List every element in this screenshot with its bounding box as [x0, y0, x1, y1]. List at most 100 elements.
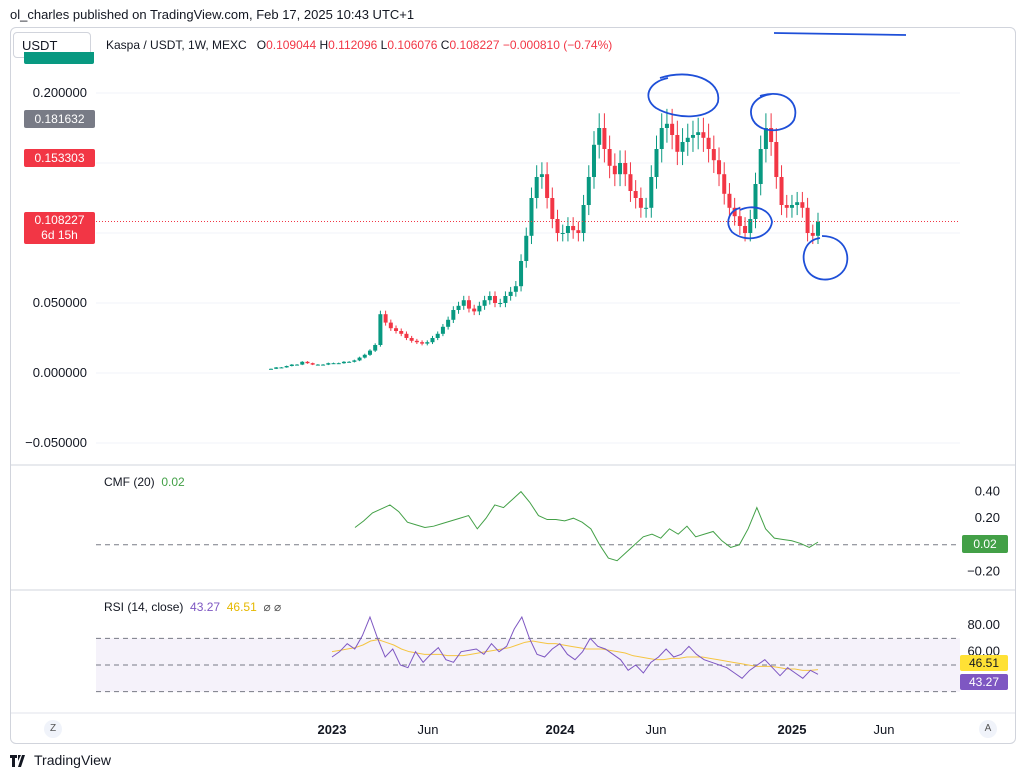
cmf-value: 0.02: [161, 475, 185, 489]
rsi-pane[interactable]: 80.00 60.00: [96, 615, 1000, 693]
candle-body: [586, 177, 591, 205]
time-tick-label: 2023: [318, 722, 347, 737]
last-price-value: 0.108227: [34, 213, 85, 227]
candle-body: [717, 160, 722, 175]
auto-scale-button[interactable]: A: [979, 720, 997, 738]
zoom-reset-button[interactable]: Z: [44, 720, 62, 738]
candle-body: [727, 193, 732, 208]
candle-body: [607, 149, 612, 166]
candle-body: [789, 205, 794, 208]
candle-body: [545, 174, 550, 198]
candle-body: [373, 345, 378, 351]
candle-body: [711, 149, 716, 161]
candle-body: [388, 322, 393, 329]
candle-body: [310, 363, 315, 365]
candle-body: [305, 361, 310, 364]
candle-body: [279, 367, 284, 369]
price-grid: [96, 92, 960, 444]
cmf-badge: 0.02: [962, 535, 1008, 553]
candle-body: [315, 364, 320, 366]
candle-body: [378, 314, 383, 345]
cmf-tick-label: −0.20: [967, 563, 1000, 578]
open-value: 0.109044: [266, 38, 317, 52]
cmf-tick-label: 0.40: [975, 484, 1000, 499]
rsi-ma-badge: 46.51: [960, 655, 1008, 671]
candle-body: [367, 350, 372, 355]
candle-body: [498, 303, 503, 304]
candle-body: [524, 235, 529, 261]
candle-body: [555, 219, 560, 233]
candle-body: [472, 308, 477, 312]
candle-body: [466, 300, 471, 309]
candle-body: [336, 363, 341, 365]
price-badge-red: 0.153303: [24, 149, 95, 167]
candle-body: [560, 233, 565, 234]
time-tick-label: 2025: [778, 722, 807, 737]
rsi-ma-value: 46.51: [226, 600, 257, 614]
candle-body: [753, 184, 758, 219]
close-value: 0.108227: [449, 38, 500, 52]
cmf-pane[interactable]: 0.40 0.20 −0.20: [96, 484, 1000, 579]
legend-title: Kaspa / USDT, 1W, MEXC: [106, 38, 247, 52]
cmf-legend: CMF (20) 0.02: [104, 475, 185, 489]
candle-body: [529, 198, 534, 236]
open-label: O: [256, 38, 267, 52]
candle-body: [732, 207, 737, 217]
candle-body: [404, 333, 409, 338]
candle-body: [649, 177, 654, 208]
rsi-ma-line: [331, 639, 819, 671]
candle-body: [779, 177, 784, 205]
time-tick-label: Jun: [874, 722, 895, 737]
close-label: C: [440, 38, 450, 52]
annotation-circle-bottom: [802, 235, 849, 281]
candle-body: [519, 261, 524, 287]
candle-body: [321, 364, 326, 366]
candle-body: [341, 361, 346, 364]
candle-body: [701, 132, 706, 138]
candle-body: [612, 165, 617, 175]
candle-body: [487, 296, 492, 301]
chart-frame: [10, 27, 1016, 744]
candle-body: [696, 132, 701, 135]
rsi-tick-label: 60.00: [967, 644, 1000, 659]
candle-body: [289, 364, 294, 366]
candle-body: [503, 296, 508, 303]
candle-body: [414, 340, 419, 343]
time-tick-label: 2024: [546, 722, 576, 737]
candle-body: [508, 291, 513, 296]
candle-body: [784, 205, 789, 208]
clipped-price-badge: [24, 52, 94, 64]
candle-body: [628, 174, 633, 191]
time-axis[interactable]: 2023 Jun 2024 Jun 2025 Jun: [318, 722, 895, 737]
hand-drawn-annotations: [647, 32, 907, 281]
candle-body: [461, 300, 466, 306]
time-tick-label: Jun: [418, 722, 439, 737]
annotation-circle-top: [647, 73, 720, 118]
rsi-badge: 43.27: [960, 674, 1008, 690]
candle-body: [284, 366, 289, 368]
candle-body: [565, 226, 570, 233]
candle-body: [326, 363, 331, 365]
candle-body: [440, 326, 445, 334]
candle-body: [451, 310, 456, 320]
candle-body: [435, 333, 440, 338]
candle-body: [602, 128, 607, 149]
price-tick-label: −0.050000: [25, 435, 87, 450]
candle-body: [446, 319, 451, 327]
candle-body: [430, 338, 435, 343]
candle-body: [295, 364, 300, 366]
price-tick-label: 0.050000: [33, 295, 87, 310]
annotation-line: [773, 32, 907, 36]
candle-body: [644, 207, 649, 209]
candle-body: [816, 221, 820, 236]
candle-series[interactable]: [269, 108, 820, 370]
candle-body: [774, 142, 779, 177]
candle-body: [394, 328, 399, 331]
candle-body: [347, 361, 352, 363]
candle-body: [425, 342, 430, 344]
candle-body: [383, 314, 388, 323]
low-label: L: [380, 38, 388, 52]
candle-body: [513, 286, 518, 292]
rsi-legend: RSI (14, close) 43.27 46.51 ⌀ ⌀: [104, 600, 281, 614]
